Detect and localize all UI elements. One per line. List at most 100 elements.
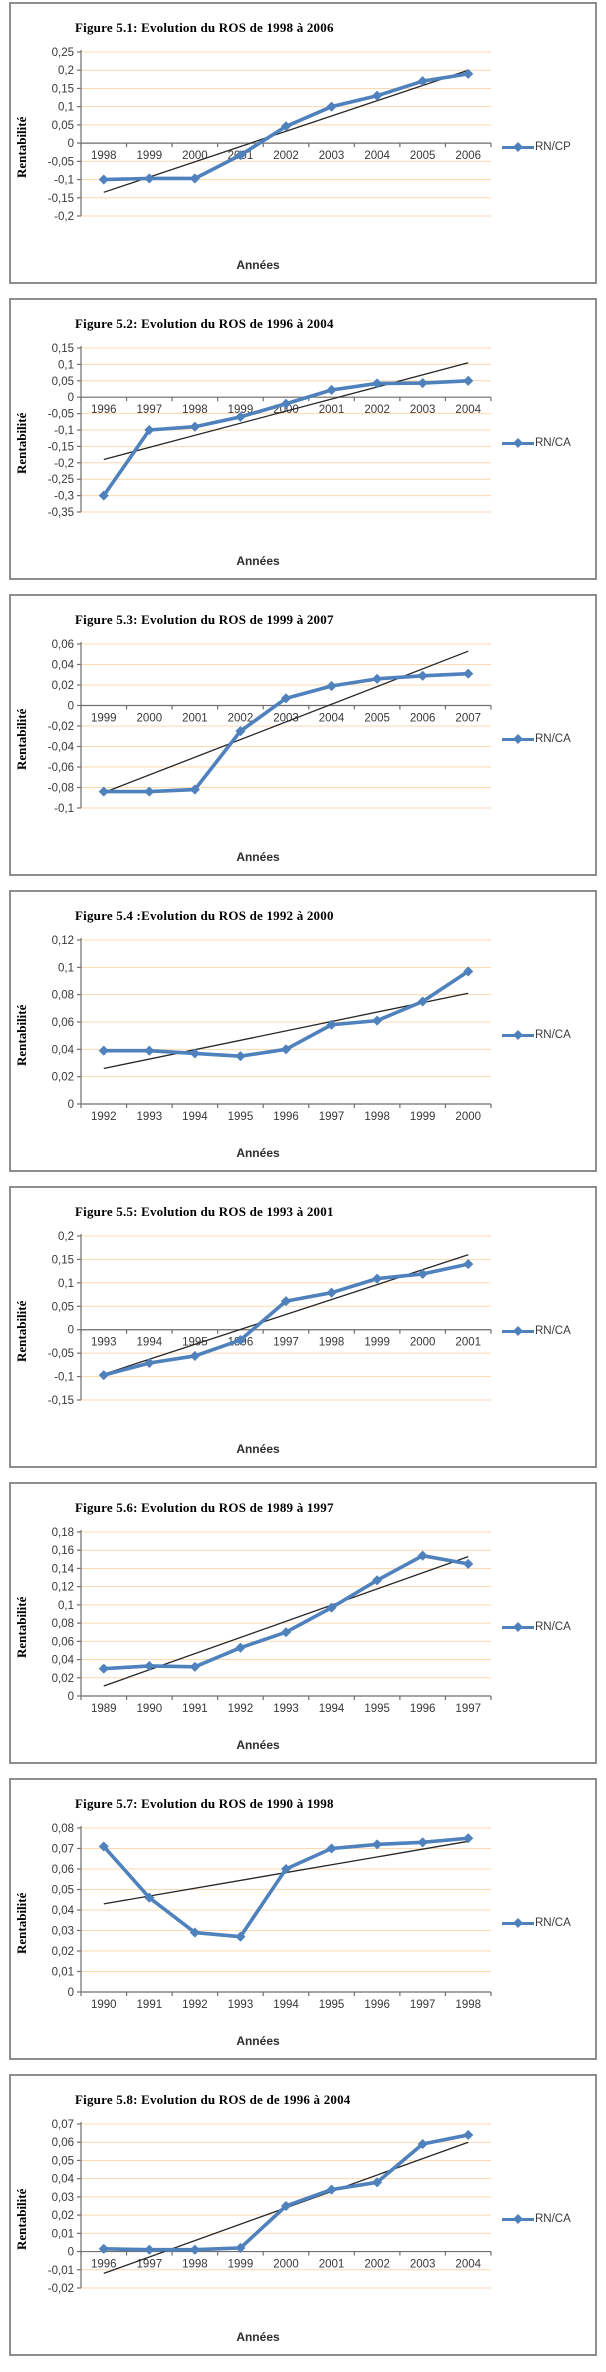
legend-line-marker-icon (502, 2217, 534, 2221)
svg-text:0,14: 0,14 (52, 1563, 75, 1575)
x-axis-title: Années (236, 2330, 280, 2344)
svg-text:1999: 1999 (364, 1337, 390, 1349)
svg-text:1997: 1997 (137, 2259, 163, 2271)
legend: RN/CP (501, 141, 595, 153)
svg-text:-0,05: -0,05 (48, 156, 74, 168)
svg-text:0: 0 (68, 138, 74, 150)
svg-text:-0,04: -0,04 (48, 742, 75, 754)
svg-text:1993: 1993 (137, 1111, 163, 1123)
chart-row: Rentabilité 0,08 0,07 0,06 0,05 0,04 0,03 0,02… (11, 1814, 595, 2032)
svg-text:0,1: 0,1 (58, 962, 74, 974)
figure-5-3-box: Figure 5.3: Evolution du ROS de 1999 à 2… (9, 594, 597, 876)
svg-text:1997: 1997 (137, 404, 163, 416)
svg-text:2004: 2004 (319, 713, 345, 725)
svg-text:0: 0 (68, 392, 74, 404)
svg-text:1999: 1999 (91, 713, 117, 725)
svg-text:0,06: 0,06 (52, 639, 74, 651)
y-axis-title: Rentabilité (14, 116, 29, 178)
svg-text:-0,1: -0,1 (54, 425, 74, 437)
svg-text:-0,02: -0,02 (48, 2283, 74, 2295)
svg-text:0,05: 0,05 (52, 1885, 74, 1897)
figure-5-4-box: Figure 5.4 :Evolution du ROS de 1992 à 2… (9, 890, 597, 1172)
svg-text:-0,05: -0,05 (48, 409, 74, 421)
svg-text:0,05: 0,05 (52, 2155, 74, 2167)
svg-text:-0,3: -0,3 (54, 491, 74, 503)
figure-5-6-box: Figure 5.6: Evolution du ROS de 1989 à 1… (9, 1482, 597, 1764)
legend-label: RN/CA (535, 1029, 571, 1041)
svg-text:0,15: 0,15 (52, 343, 74, 355)
legend-line-marker-icon (502, 441, 534, 445)
svg-text:0,06: 0,06 (52, 1864, 74, 1876)
legend-label: RN/CA (535, 1621, 571, 1633)
svg-text:0,15: 0,15 (52, 83, 74, 95)
svg-text:1997: 1997 (319, 1111, 345, 1123)
legend-line-marker-icon (502, 145, 534, 149)
legend-label: RN/CA (535, 437, 571, 449)
svg-text:2000: 2000 (137, 713, 163, 725)
legend-line-marker-icon (502, 1033, 534, 1037)
chart-canvas: 0,18 0,16 0,14 0,12 0,1 0,08 0,06 0,04 0,02 0 1989… (33, 1518, 501, 1736)
svg-text:0,1: 0,1 (58, 1278, 74, 1290)
svg-text:-0,2: -0,2 (54, 211, 74, 223)
y-axis-title: Rentabilité (14, 1596, 29, 1658)
chart-canvas: 0,06 0,04 0,02 0 -0,02 -0,04 -0,06 -0,08 -0,1 199… (33, 630, 501, 848)
svg-text:0,2: 0,2 (58, 1231, 74, 1243)
svg-text:0,04: 0,04 (52, 1044, 75, 1056)
svg-text:2005: 2005 (364, 713, 390, 725)
legend: RN/CA (501, 1325, 595, 1337)
svg-text:2001: 2001 (182, 713, 208, 725)
svg-text:0,05: 0,05 (52, 1301, 74, 1313)
y-axis-title: Rentabilité (14, 708, 29, 770)
figure-5-5-box: Figure 5.5: Evolution du ROS de 1993 à 2… (9, 1186, 597, 1468)
svg-text:0,07: 0,07 (52, 1844, 74, 1856)
x-axis-title: Années (236, 1738, 280, 1752)
svg-text:2002: 2002 (364, 2259, 390, 2271)
svg-text:0,03: 0,03 (52, 1926, 74, 1938)
svg-text:1992: 1992 (182, 1999, 208, 2011)
svg-text:0,02: 0,02 (52, 1673, 74, 1685)
svg-text:1991: 1991 (137, 1999, 163, 2011)
svg-text:1999: 1999 (228, 2259, 254, 2271)
svg-text:1998: 1998 (182, 404, 208, 416)
legend: RN/CA (501, 1029, 595, 1041)
svg-text:1998: 1998 (455, 1999, 481, 2011)
chart-title: Figure 5.3: Evolution du ROS de 1999 à 2… (75, 612, 334, 627)
chart-row: Rentabilité 0,12 0,1 0,08 0,06 0,04 0,02 0 1992… (11, 926, 595, 1144)
y-axis-title: Rentabilité (14, 412, 29, 474)
svg-text:0,08: 0,08 (52, 990, 74, 1002)
legend: RN/CA (501, 1621, 595, 1633)
svg-text:1997: 1997 (273, 1337, 299, 1349)
svg-text:1995: 1995 (228, 1111, 254, 1123)
svg-text:2002: 2002 (228, 713, 254, 725)
svg-text:0,01: 0,01 (52, 2228, 74, 2240)
svg-text:1989: 1989 (91, 1703, 117, 1715)
y-axis-title: Rentabilité (14, 1300, 29, 1362)
svg-text:0,1: 0,1 (58, 1600, 74, 1612)
svg-text:0,1: 0,1 (58, 102, 74, 114)
svg-text:1999: 1999 (137, 150, 163, 162)
svg-text:1998: 1998 (91, 150, 117, 162)
svg-text:0,04: 0,04 (52, 660, 75, 672)
svg-text:0,06: 0,06 (52, 1636, 74, 1648)
svg-text:2002: 2002 (364, 404, 390, 416)
svg-text:0,04: 0,04 (52, 1905, 75, 1917)
svg-text:1993: 1993 (228, 1999, 254, 2011)
legend: RN/CA (501, 2213, 595, 2225)
svg-text:1996: 1996 (410, 1703, 436, 1715)
svg-text:1993: 1993 (273, 1703, 299, 1715)
svg-text:1993: 1993 (91, 1337, 117, 1349)
svg-text:-0,15: -0,15 (48, 1395, 74, 1407)
svg-text:-0,1: -0,1 (54, 175, 74, 187)
svg-text:-0,1: -0,1 (54, 803, 74, 815)
legend-label: RN/CA (535, 733, 571, 745)
svg-text:2007: 2007 (455, 713, 481, 725)
y-axis-title: Rentabilité (14, 2188, 29, 2250)
svg-text:2006: 2006 (455, 150, 481, 162)
x-axis-title: Années (236, 1146, 280, 1160)
svg-text:1997: 1997 (455, 1703, 481, 1715)
legend-line-marker-icon (502, 1329, 534, 1333)
svg-text:0,06: 0,06 (52, 1017, 74, 1029)
svg-text:1997: 1997 (410, 1999, 436, 2011)
svg-text:2001: 2001 (319, 404, 345, 416)
chart-title: Figure 5.5: Evolution du ROS de 1993 à 2… (75, 1204, 334, 1219)
